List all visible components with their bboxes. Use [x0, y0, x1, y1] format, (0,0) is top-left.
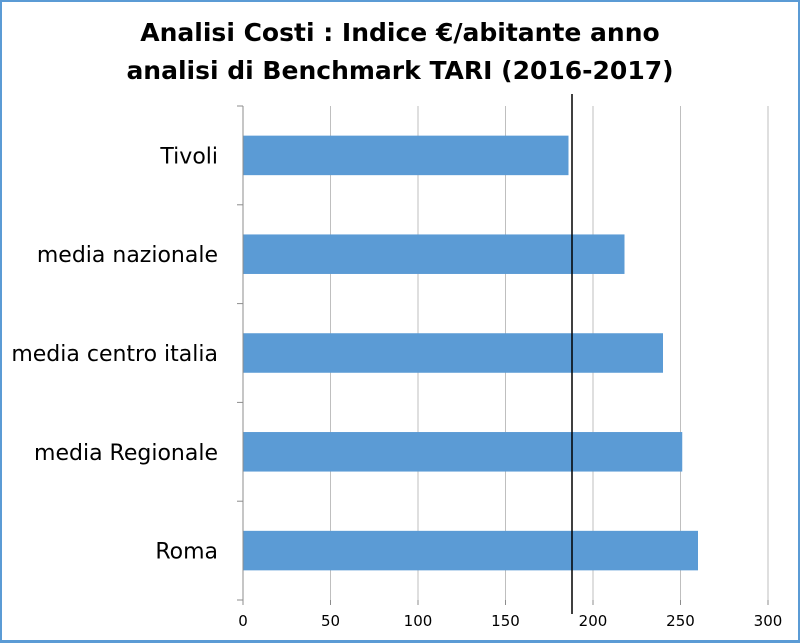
x-tick-label: 200 [579, 612, 608, 630]
bar [243, 432, 683, 472]
category-axis: Tivoli media nazionale media centro italia… [11, 105, 244, 601]
category-label: Tivoli [159, 144, 218, 169]
category-label: media Regionale [34, 441, 218, 466]
value-axis: 0 50 100 150 200 250 300 [238, 600, 782, 630]
bar [243, 135, 569, 176]
chart-title: Analisi Costi : Indice €/abitante anno a… [0, 14, 800, 90]
category-label: Roma [155, 540, 218, 565]
x-tick-label: 100 [404, 612, 433, 630]
x-tick-label: 300 [754, 612, 783, 630]
x-tick-label: 250 [666, 612, 695, 630]
bars [243, 135, 698, 571]
bar [243, 234, 625, 274]
x-tick-label: 0 [238, 612, 248, 630]
bar [243, 333, 663, 373]
category-label: media centro italia [11, 342, 218, 367]
x-tick-label: 150 [491, 612, 520, 630]
chart-title-line-1: Analisi Costi : Indice €/abitante anno [140, 18, 660, 47]
chart-title-line-2: analisi di Benchmark TARI (2016-2017) [126, 56, 674, 85]
category-label: media nazionale [37, 243, 218, 268]
x-tick-label: 50 [321, 612, 340, 630]
bar [243, 530, 698, 571]
